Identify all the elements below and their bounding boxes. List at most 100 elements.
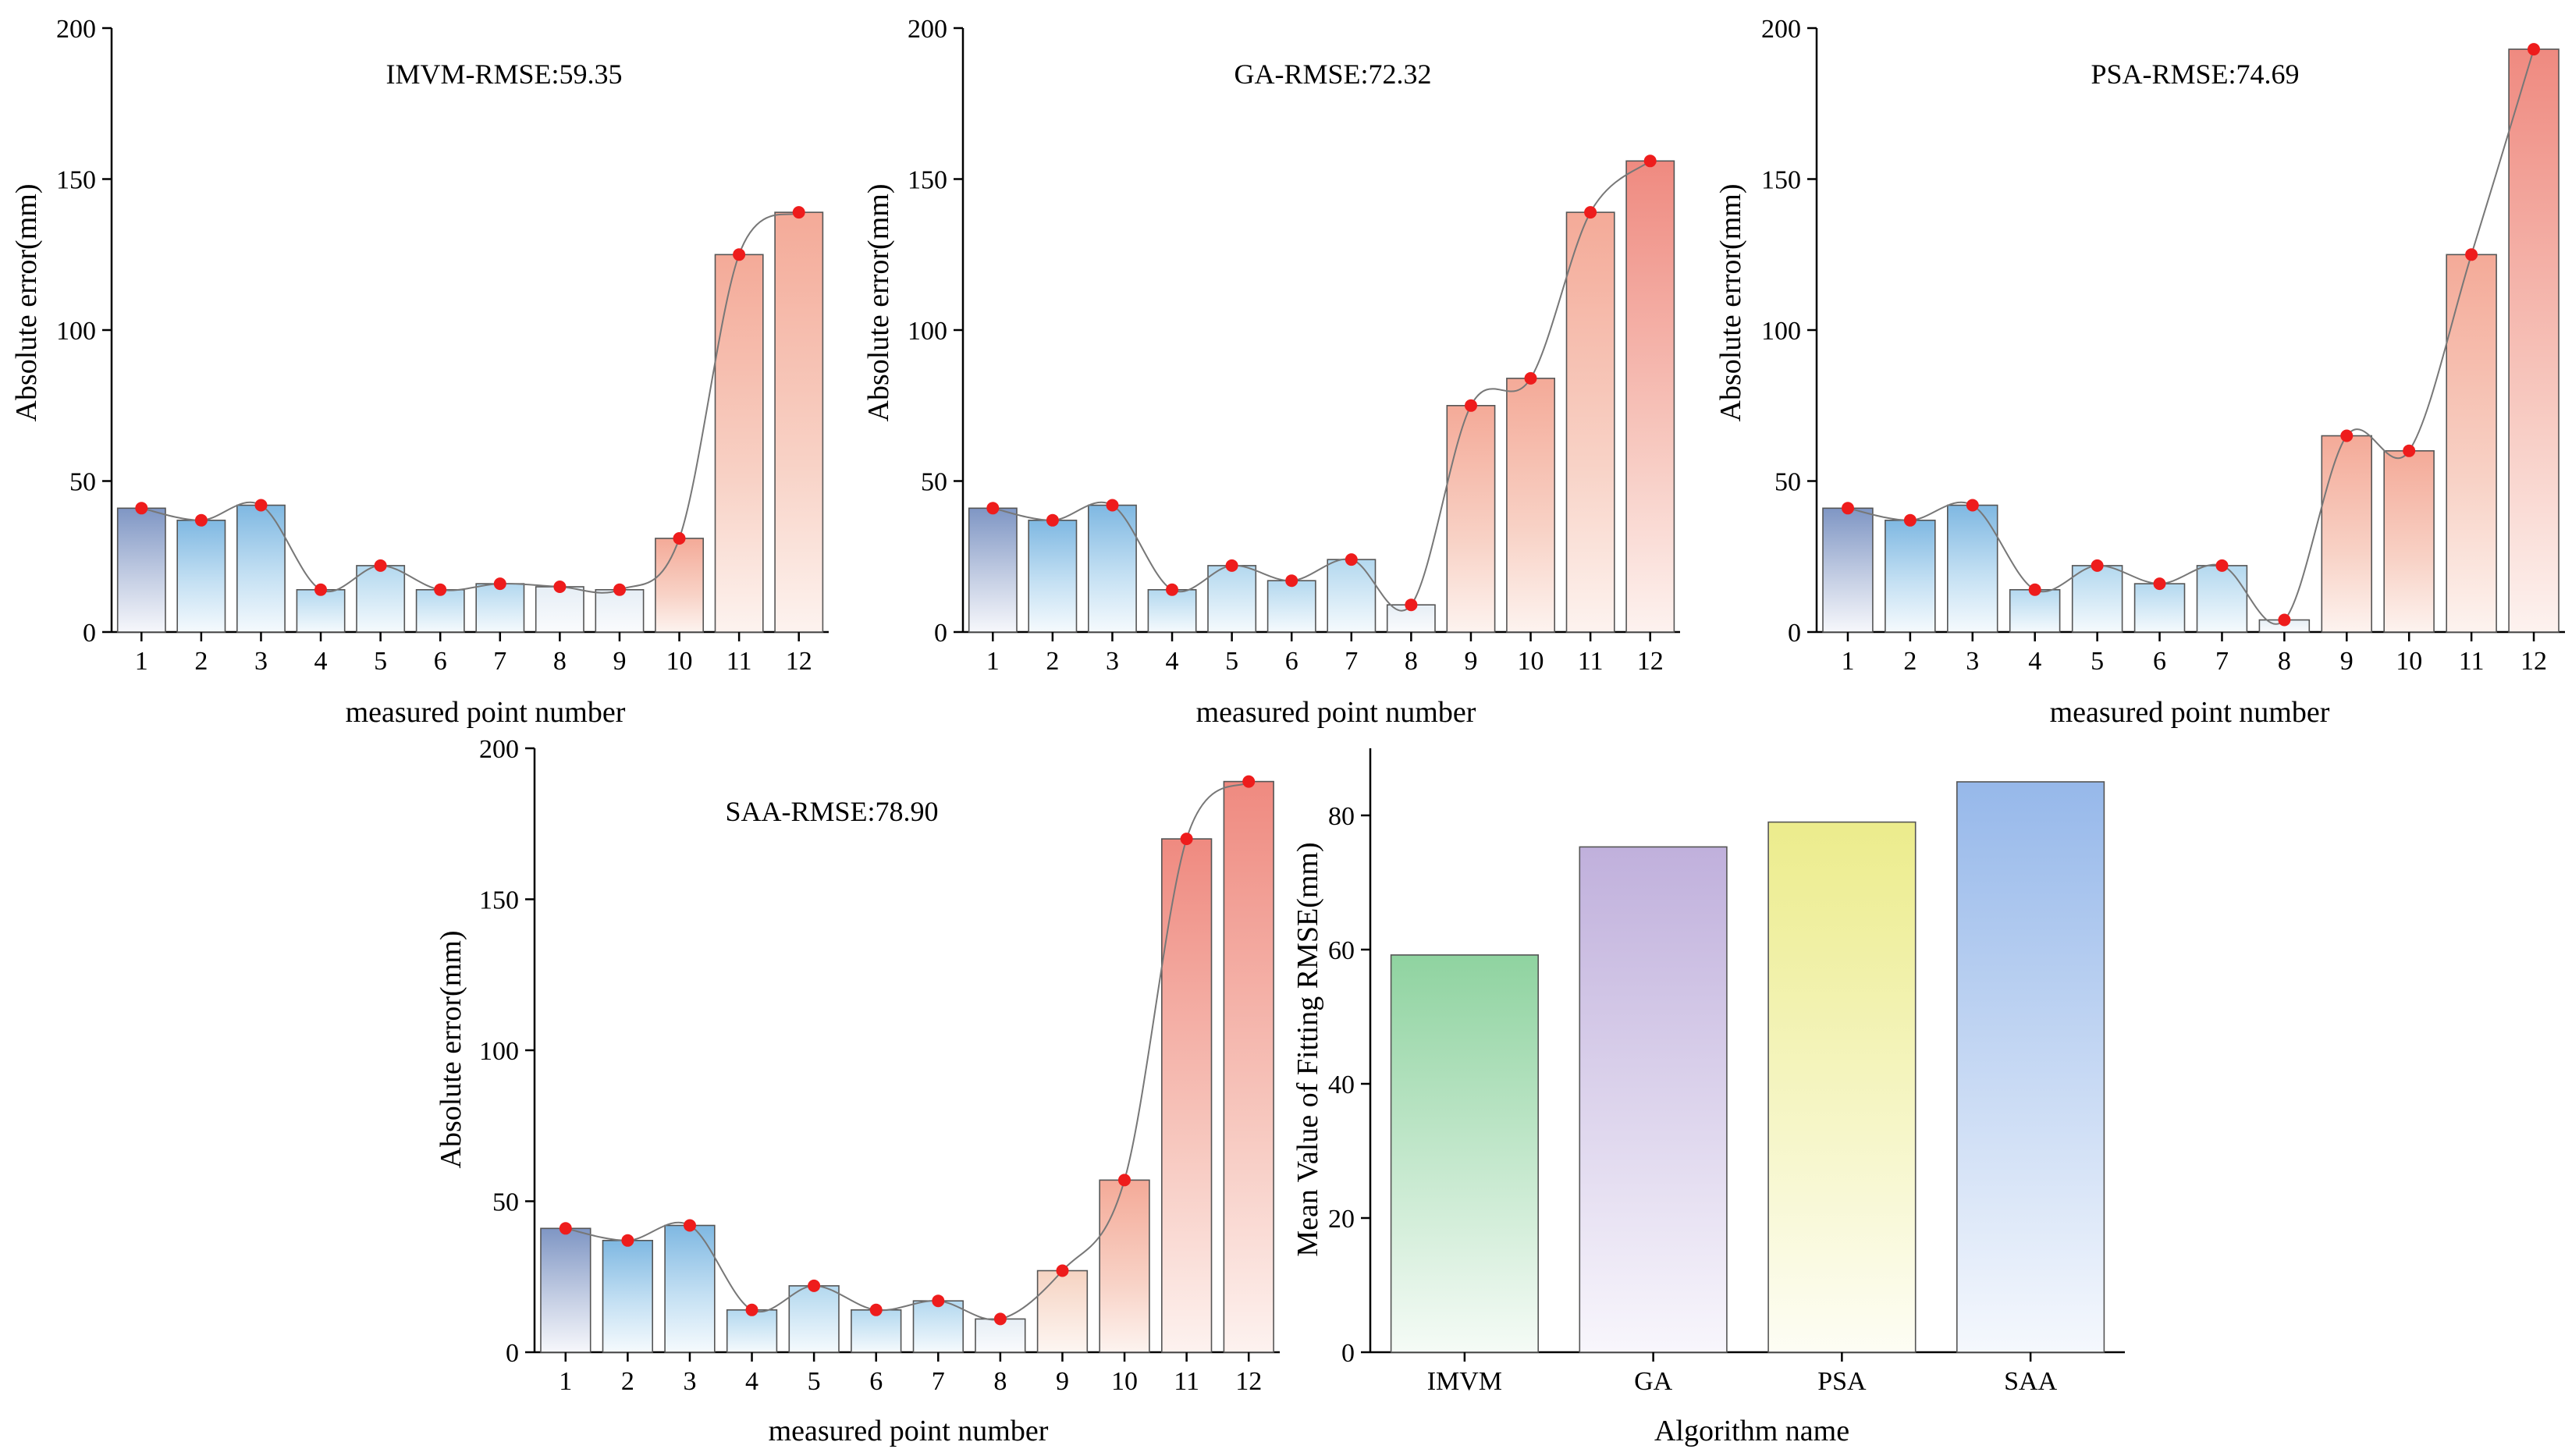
x-axis-title: measured point number [1196,696,1476,729]
bar [1822,507,1874,633]
y-tick-label: 200 [56,15,96,44]
x-tick-label: 8 [2278,647,2291,676]
data-point [673,532,686,545]
x-tick-label: 8 [553,647,567,676]
y-tick-label: 0 [1341,1339,1355,1368]
x-tick-label: 12 [2520,647,2547,676]
data-point [2465,248,2478,261]
y-tick-label: 40 [1328,1071,1355,1099]
bar [1390,954,1539,1353]
x-tick-label: 3 [254,647,268,676]
y-axis-title: Absolute error(mm) [435,931,467,1169]
bar [655,538,705,633]
bar [535,586,584,633]
x-axis-title: measured point number [2050,696,2330,729]
x-tick-label: 10 [1518,647,1544,676]
y-axis-title: Mean Value of Fitting RMSE(mm) [1291,842,1324,1256]
x-tick-label: 4 [745,1367,758,1396]
trend-line [1847,48,2535,625]
data-point [932,1294,945,1308]
y-axis-title: Absolute error(mm) [1714,184,1747,422]
x-tick-label: 11 [1578,647,1604,676]
y-tick-label: 80 [1328,802,1355,831]
x-tick-label: 4 [314,647,328,676]
data-point [621,1234,634,1247]
x-tick-label: 6 [2153,647,2166,676]
bar [1147,588,1197,633]
chart-title: PSA-RMSE:74.69 [2091,59,2299,90]
x-tick-label: 1 [135,647,148,676]
x-tick-label: IMVM [1427,1367,1502,1396]
data-point [1166,583,1178,596]
x-tick-label: 12 [1637,647,1664,676]
y-tick-label: 200 [1761,15,1801,44]
x-tick-label: 5 [808,1367,821,1396]
bar [1207,565,1257,633]
y-tick-label: 50 [492,1188,519,1217]
bar [1266,580,1316,633]
y-tick-label: 150 [479,886,519,915]
x-tick-label: 9 [1464,647,1477,676]
data-point [559,1222,572,1235]
data-point [2403,444,2416,457]
bar [356,565,406,633]
bar [1327,559,1377,633]
bar [2196,565,2248,633]
y-tick-label: 100 [479,1037,519,1066]
chart-title: IMVM-RMSE:59.35 [385,59,622,90]
x-axis-title: measured point number [346,696,626,729]
x-tick-label: 9 [1056,1367,1069,1396]
x-tick-label: 3 [1966,647,1979,676]
x-tick-label: 10 [666,647,693,676]
data-point [1643,154,1657,168]
bar [415,588,465,633]
chart-title: GA-RMSE:72.32 [1234,59,1431,90]
bar [1625,160,1675,633]
x-tick-label: 10 [2396,647,2422,676]
x-tick-label: 6 [434,647,447,676]
x-tick-label: 11 [2459,647,2485,676]
data-point [1966,499,1979,512]
y-tick-label: 200 [479,735,519,764]
data-point [1903,513,1917,527]
data-point [684,1219,696,1232]
y-tick-label: 50 [69,468,96,497]
x-tick-label: 3 [1106,647,1119,676]
data-point [993,1312,1007,1326]
bar [1161,838,1213,1353]
y-tick-label: 20 [1328,1205,1355,1234]
y-tick-label: 60 [1328,936,1355,965]
bar [1088,504,1137,633]
x-tick-label: 5 [374,647,387,676]
bar [595,588,645,633]
x-tick-label: 8 [993,1367,1007,1396]
bar [1028,519,1078,633]
data-point [2153,577,2166,591]
data-point [1225,559,1238,572]
y-tick-label: 0 [506,1339,519,1368]
bar [714,254,764,633]
bar [475,583,525,633]
chart-saa-absolute-error: SAA-RMSE:78.90 Absolute error(mm) measur… [435,735,1280,1447]
data-point [2340,429,2354,442]
data-point [1242,775,1256,788]
x-tick-label: 5 [2091,647,2104,676]
x-tick-label: 4 [2028,647,2041,676]
x-tick-label: 1 [986,647,1000,676]
data-point [1465,399,1477,412]
data-point [2528,43,2540,56]
x-tick-label: 2 [194,647,208,676]
bar [788,1285,840,1353]
x-tick-label: 12 [1235,1367,1262,1396]
bar [1767,821,1917,1353]
bar [1223,780,1274,1353]
y-tick-label: 150 [56,166,96,195]
x-tick-label: PSA [1817,1367,1867,1396]
bar [116,507,166,633]
x-axis-title: measured point number [769,1415,1049,1447]
bar [2071,565,2123,633]
data-point [733,248,746,261]
data-point [434,583,447,596]
bar [2321,435,2373,633]
x-tick-label: 2 [1046,647,1059,676]
